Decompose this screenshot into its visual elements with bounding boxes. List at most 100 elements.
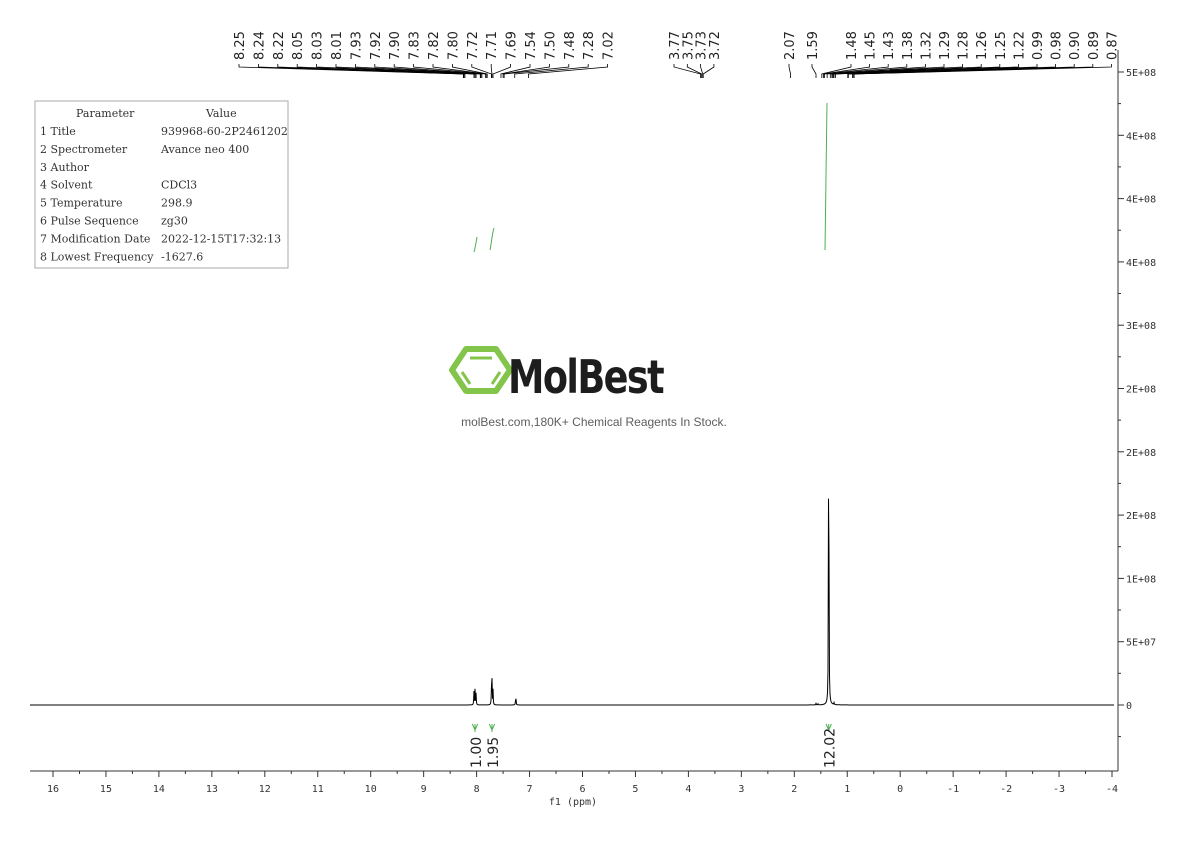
peak-label: 7.50 [543,31,558,60]
peak-leader-line [831,64,945,78]
peak-label: 8.03 [311,31,326,60]
peak-leader-line [500,64,531,78]
peak-label: 8.05 [291,31,306,60]
x-tick-label: 9 [421,784,427,795]
peak-leader-line [824,64,889,78]
peak-label: 0.99 [1031,31,1046,60]
peak-label: 7.69 [505,31,520,60]
x-tick-label: 7 [527,784,533,795]
peak-label: 0.89 [1087,31,1102,60]
peak-label: 0.87 [1105,31,1120,60]
y-tick-label: 4E+08 [1126,131,1156,142]
peak-label: 0.98 [1050,31,1065,60]
spectrum-line [30,498,1114,706]
y-tick-label: 0 [1126,701,1132,712]
benzene-logo-icon [449,346,513,394]
x-tick-label: 12 [259,784,271,795]
peak-leader-line [374,64,482,78]
peak-leader-line [277,64,466,78]
x-axis-label: f1 (ppm) [549,797,597,808]
peak-leader-line [821,64,852,78]
param-name: 7 Modification Date [40,232,150,245]
peak-label: 8.25 [233,31,248,60]
peak-label: 1.45 [864,31,879,60]
y-tick-label: 5E+07 [1126,638,1156,649]
peak-label: 8.22 [272,31,287,60]
x-tick-label: 10 [365,784,377,795]
integral-curve [489,227,495,251]
peak-leader-line [490,64,493,78]
peak-label: 3.75 [681,31,696,60]
peak-label: 1.26 [975,31,990,60]
peak-leader-line [316,64,476,78]
peak-label: 7.71 [485,31,500,60]
param-name: 2 Spectrometer [40,143,128,156]
peak-label: 7.90 [388,31,403,60]
peak-leader-line [296,64,475,78]
peak-leader-line [502,64,550,78]
param-name: 6 Pulse Sequence [40,215,139,228]
peak-leader-line [471,64,492,78]
peak-label: 7.92 [369,31,384,60]
peak-label: 7.80 [446,31,461,60]
x-tick-label: 0 [897,784,903,795]
x-tick-label: 4 [685,784,691,795]
x-tick-label: 1 [844,784,850,795]
param-header: Parameter [76,107,135,120]
peak-leader-line [354,64,481,78]
peak-leader-line [503,64,570,78]
peak-label: 7.82 [427,31,442,60]
peak-leader-line [673,64,701,78]
peak-label: 3.73 [695,31,710,60]
peak-leader-line [700,64,704,78]
peak-leader-line [393,64,483,78]
peak-label: 7.54 [524,31,539,60]
param-name: 5 Temperature [40,197,123,210]
param-value: 298.9 [161,197,193,210]
peak-leader-line [413,64,487,78]
peak-label: 7.72 [466,31,481,60]
param-name: 4 Solvent [40,179,93,192]
x-tick-label: 3 [738,784,744,795]
peak-leader-line [853,64,1112,78]
integral-marker [488,723,496,732]
x-tick-label: 5 [632,784,638,795]
param-value: 2022-12-15T17:32:13 [161,232,281,245]
x-tick-label: -3 [1053,784,1065,795]
x-tick-label: 6 [579,784,585,795]
peak-label: 7.93 [349,31,364,60]
y-tick-label: 4E+08 [1126,195,1156,206]
peak-label: 1.43 [882,31,897,60]
peak-label: 7.02 [602,31,617,60]
molbest-watermark: MolBest molBest.com,180K+ Chemical Reage… [449,346,727,429]
peak-label: 1.38 [901,31,916,60]
integral-value: 1.95 [486,737,502,768]
x-tick-label: 11 [312,784,324,795]
integral-value: 1.00 [469,737,485,768]
peak-label: 2.07 [783,31,798,60]
peak-label: 7.28 [582,31,597,60]
x-tick-label: 14 [153,784,165,795]
x-tick-label: 15 [100,784,112,795]
param-name: 1 Title [40,125,76,138]
peak-leader-line [686,64,703,78]
peak-leader-line [451,64,488,78]
x-tick-label: 2 [791,784,797,795]
peak-label: 1.29 [938,31,953,60]
peak-leader-line [823,64,870,78]
peak-label: 1.59 [806,31,821,60]
peak-label: 1.22 [1012,31,1027,60]
peak-label: 3.72 [708,31,723,60]
param-value: -1627.6 [161,250,203,263]
parameter-table: Parameter Value 1 Title 939968-60-2P24612… [34,100,289,269]
peak-label: 0.90 [1068,31,1083,60]
peak-leader-line [826,64,908,78]
param-name: 3 Author [40,161,90,174]
peak-label: 1.48 [845,31,860,60]
param-value: Avance neo 400 [160,143,249,156]
peak-leader-line [788,64,791,78]
peak-leader-line [514,64,589,78]
x-tick-label: -1 [947,784,959,795]
y-tick-label: 4E+08 [1126,258,1156,269]
y-tick-label: 2E+08 [1126,511,1156,522]
